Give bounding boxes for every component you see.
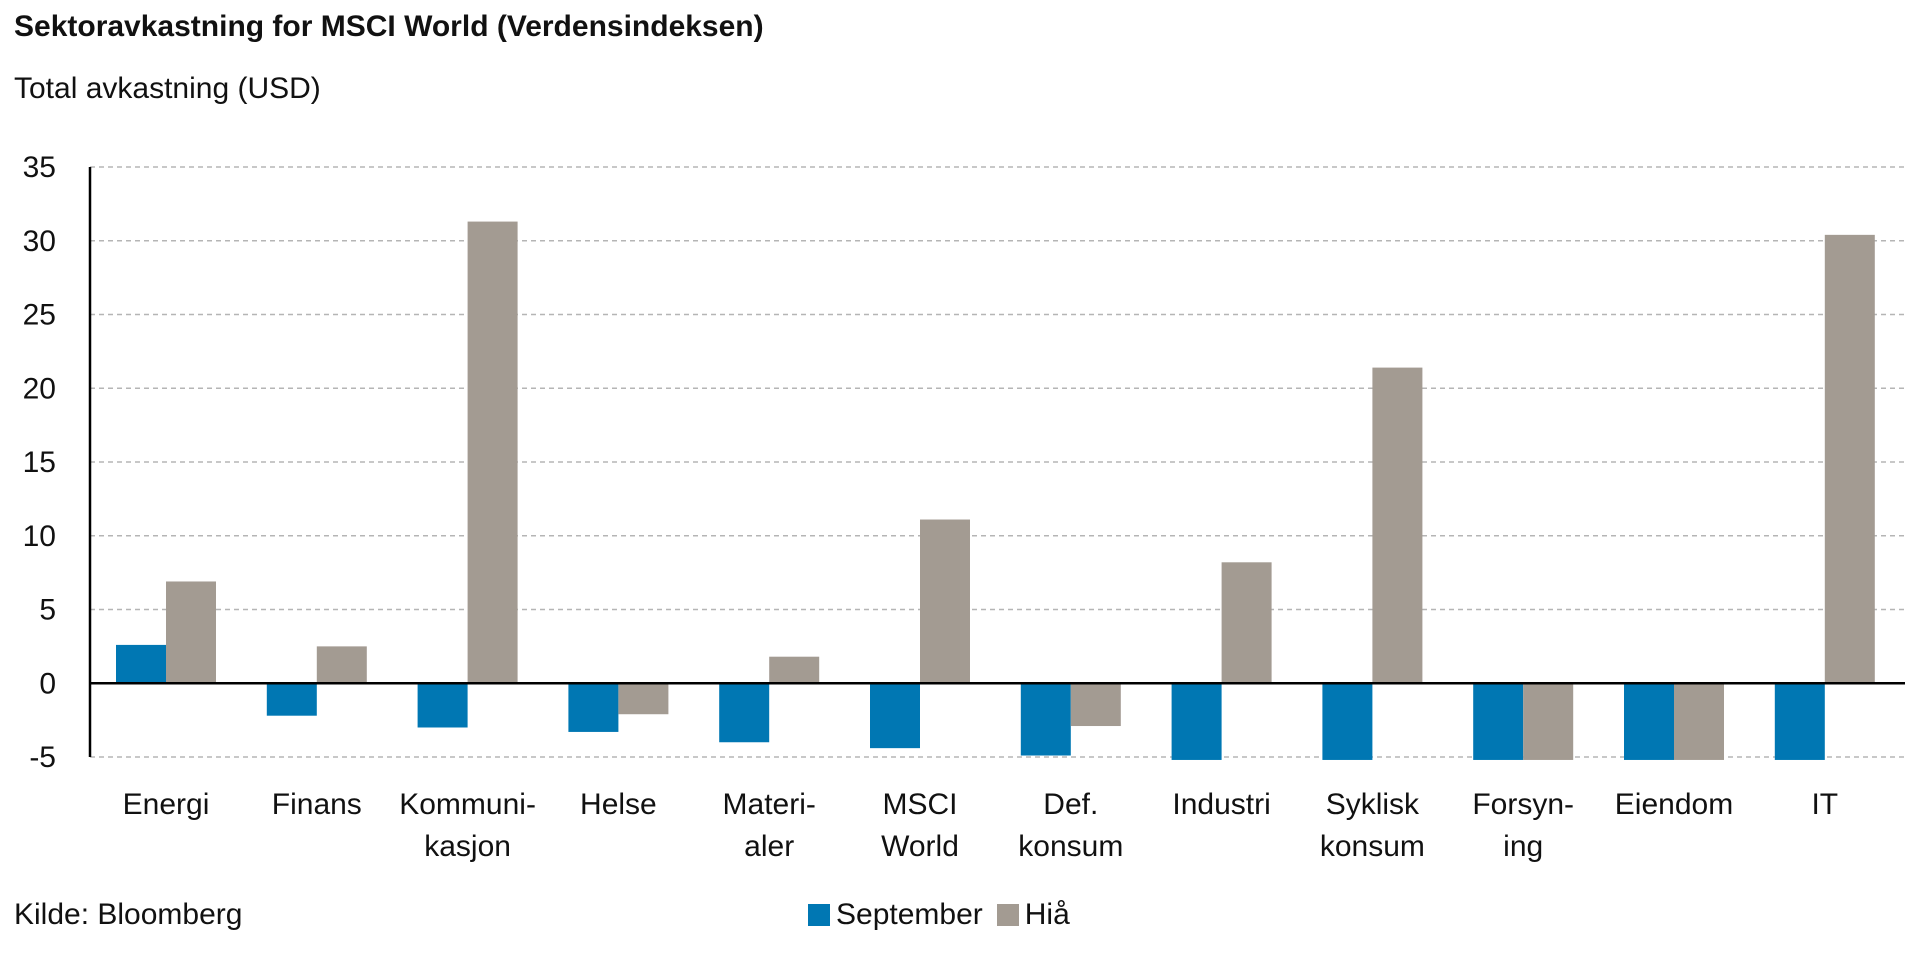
bar-hiå-1 — [316, 646, 367, 684]
bar-hiå-10 — [1674, 683, 1724, 760]
x-tick-label: konsum — [1018, 830, 1123, 863]
x-tick-label: Kommuni- — [399, 788, 536, 821]
x-tick-label: Finans — [272, 788, 362, 821]
legend-label-hia: Hiå — [1024, 898, 1070, 931]
bar-hiå-8 — [1372, 367, 1423, 684]
x-tick-label: Helse — [580, 788, 657, 821]
x-tick-label: aler — [744, 830, 794, 863]
bar-september-1 — [266, 683, 317, 716]
bar-september-11 — [1774, 683, 1825, 760]
x-tick-label: MSCI — [883, 788, 958, 821]
axes — [88, 167, 1905, 757]
chart-subtitle: Total avkastning (USD) — [14, 72, 321, 105]
bar-hiå-0 — [166, 581, 216, 684]
legend-label-september: September — [836, 898, 983, 931]
y-tick-labels: 35 30 25 20 15 10 5 0 -5 — [23, 151, 56, 774]
bar-hiå-7 — [1221, 562, 1272, 684]
bar-september-2 — [417, 683, 468, 728]
source-note: Kilde: Bloomberg — [14, 898, 243, 931]
bar-hiå-4 — [769, 656, 820, 684]
bar-september-3 — [568, 683, 619, 732]
legend-item-september: September — [808, 898, 983, 932]
x-tick-label: Syklisk — [1326, 788, 1420, 821]
bar-september-0 — [116, 644, 166, 684]
y-tick-label: 35 — [23, 151, 56, 184]
bar-september-6 — [1020, 683, 1071, 756]
x-tick-label: World — [881, 830, 959, 863]
x-tick-label: kasjon — [424, 830, 511, 863]
bar-hiå-6 — [1070, 683, 1121, 727]
y-tick-label: 15 — [23, 446, 56, 479]
bar-hiå-11 — [1824, 234, 1875, 684]
bar-hiå-2 — [467, 221, 518, 684]
x-tick-label: konsum — [1320, 830, 1425, 863]
bar-september-7 — [1171, 683, 1222, 760]
y-tick-label: 0 — [39, 667, 56, 700]
x-tick-label: IT — [1811, 788, 1838, 821]
y-tick-label: 30 — [23, 225, 56, 258]
y-tick-label: 25 — [23, 299, 56, 332]
bar-september-9 — [1473, 683, 1524, 760]
bar-september-4 — [719, 683, 770, 743]
x-tick-label: Industri — [1172, 788, 1270, 821]
x-tick-labels: Energi Finans Kommuni-kasjon Helse Materi-al… — [123, 788, 1838, 863]
x-tick-label: Eiendom — [1615, 788, 1733, 821]
legend-item-hia: Hiå — [996, 898, 1070, 932]
bar-hiå-3 — [618, 683, 669, 715]
y-tick-label: 5 — [39, 594, 56, 627]
bars — [116, 221, 1875, 760]
bar-september-5 — [870, 683, 920, 749]
y-tick-label: 10 — [23, 520, 56, 553]
chart-title: Sektoravkastning for MSCI World (Verdens… — [14, 10, 764, 43]
y-tick-label: -5 — [29, 741, 56, 774]
bar-hiå-9 — [1523, 683, 1574, 760]
x-tick-label: Materi- — [723, 788, 816, 821]
gridlines — [90, 166, 1905, 758]
x-tick-label: Def. — [1043, 788, 1098, 821]
bar-hiå-5 — [920, 519, 970, 684]
legend-swatch-hia — [996, 904, 1019, 926]
y-tick-label: 20 — [23, 372, 56, 405]
x-tick-label: Energi — [123, 788, 210, 821]
legend-swatch-september — [808, 904, 830, 926]
x-tick-label: ing — [1503, 830, 1543, 863]
bar-september-8 — [1322, 683, 1373, 760]
bar-september-10 — [1624, 683, 1674, 760]
legend: September Hiå — [808, 898, 1084, 932]
x-tick-label: Forsyn- — [1472, 788, 1574, 821]
